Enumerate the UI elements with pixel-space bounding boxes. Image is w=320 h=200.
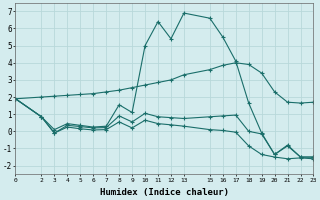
X-axis label: Humidex (Indice chaleur): Humidex (Indice chaleur) [100,188,229,197]
